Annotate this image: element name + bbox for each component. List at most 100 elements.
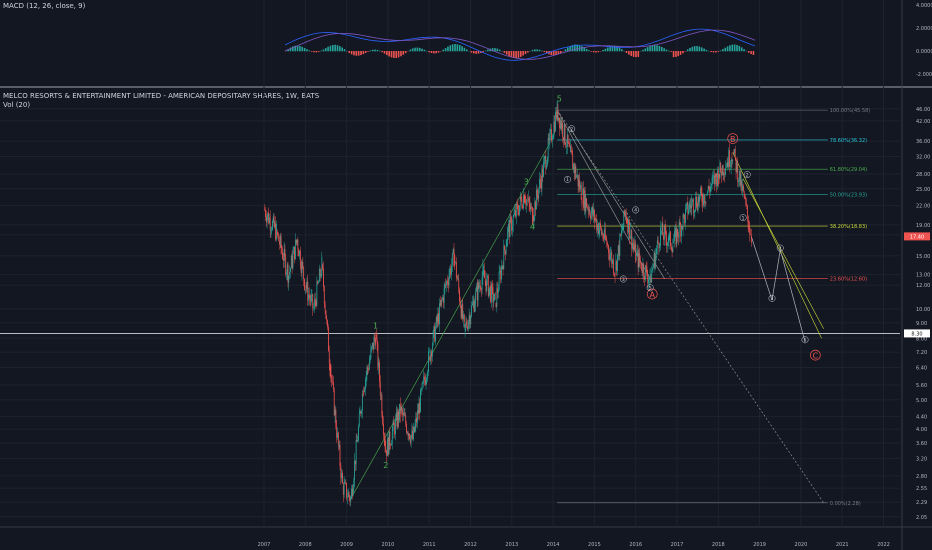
candle-body [384, 438, 386, 448]
candle-body [549, 132, 551, 145]
macd-histogram-bar [675, 51, 677, 57]
candle-body [453, 249, 455, 267]
candle-body [296, 239, 298, 244]
candle-body [421, 383, 423, 390]
candle-body [448, 275, 450, 286]
candle-body [578, 179, 580, 187]
macd-histogram-bar [367, 51, 369, 52]
candle-body [423, 376, 425, 382]
candle-body [641, 269, 643, 273]
candle-body [390, 445, 392, 446]
candle-body [405, 415, 407, 424]
candle-body [368, 362, 370, 370]
candle-body [465, 321, 467, 325]
candle-body [304, 289, 306, 290]
candle-body [535, 201, 536, 210]
macd-histogram-bar [421, 48, 423, 52]
candle-body [697, 197, 699, 211]
macd-histogram-bar [745, 50, 748, 52]
macd-histogram-bar [339, 46, 341, 52]
y-tick-label: 4.00 [916, 427, 927, 433]
x-tick-label: 2017 [671, 542, 684, 548]
macd-histogram-bar [567, 47, 569, 52]
candle-body [690, 205, 692, 208]
candle-body [479, 285, 481, 288]
candle-body [487, 275, 488, 278]
macd-indicator-label[interactable]: MACD (12, 26, close, 9) [3, 2, 86, 10]
y-tick-label: 9.00 [916, 321, 927, 327]
candle-body [606, 239, 608, 245]
candle-body [528, 197, 530, 204]
candle-body [414, 424, 416, 432]
candle-body [617, 254, 618, 272]
macd-histogram-bar [313, 51, 315, 53]
candle-body [663, 226, 665, 240]
candle-body [348, 492, 350, 497]
candle-body [399, 403, 401, 415]
candle-body [365, 375, 367, 380]
volume-indicator-label[interactable]: Vol (20) [3, 101, 31, 109]
candle-body [734, 148, 735, 154]
macd-histogram-bar [388, 51, 390, 57]
candle-body [455, 262, 457, 278]
candle-body [291, 255, 293, 268]
candle-body [356, 440, 358, 442]
candle-body [545, 156, 547, 169]
macd-histogram-bar [604, 48, 607, 52]
candle-body [659, 245, 661, 249]
macd-histogram-bar [322, 49, 325, 52]
macd-histogram-bar [557, 51, 560, 55]
candle-body [695, 196, 697, 210]
candle-body [510, 216, 512, 218]
x-tick-label: 2014 [547, 542, 560, 548]
candle-body [740, 173, 742, 186]
macd-histogram-bar [487, 49, 489, 52]
macd-histogram-bar [555, 51, 557, 56]
candle-body [651, 270, 653, 283]
candle-body [667, 241, 669, 243]
candle-body [432, 331, 434, 346]
candle-body [333, 388, 335, 416]
candle-body [607, 243, 609, 246]
candle-body [583, 188, 584, 208]
current-price-label: 17.40 [910, 234, 924, 240]
macd-histogram-bar [289, 47, 292, 52]
candle-body [481, 277, 483, 290]
macd-histogram-bar [433, 51, 435, 54]
candle-body [312, 294, 314, 308]
candle-body [717, 170, 718, 187]
macd-histogram-bar [287, 49, 289, 52]
candle-body [286, 264, 288, 273]
candle-body [600, 227, 602, 235]
candle-body [425, 379, 427, 385]
candle-body [520, 196, 522, 200]
macd-histogram-bar [691, 46, 694, 52]
macd-histogram-bar [668, 50, 670, 52]
macd-histogram-bar [752, 51, 755, 55]
candle-body [653, 254, 655, 266]
candle-body [610, 252, 612, 255]
candle-body [544, 156, 546, 159]
macd-histogram-bar [409, 49, 412, 52]
candle-body [524, 194, 526, 203]
candle-body [530, 206, 532, 210]
macd-histogram-bar [632, 51, 635, 57]
candle-body [704, 201, 706, 204]
macd-histogram-bar [301, 46, 304, 52]
candle-body [570, 145, 572, 151]
candle-body [480, 289, 482, 291]
macd-histogram-bar [534, 49, 536, 52]
candle-body [282, 258, 284, 261]
candle-body [345, 482, 347, 484]
candle-body [439, 303, 440, 325]
candle-body [413, 427, 415, 432]
candle-body [561, 123, 563, 129]
candle-body [605, 238, 607, 240]
candle-body [737, 162, 739, 182]
candle-body [321, 256, 323, 276]
candle-body [566, 134, 568, 147]
candle-body [663, 235, 664, 240]
candle-body [511, 226, 513, 231]
candle-body [499, 271, 501, 273]
